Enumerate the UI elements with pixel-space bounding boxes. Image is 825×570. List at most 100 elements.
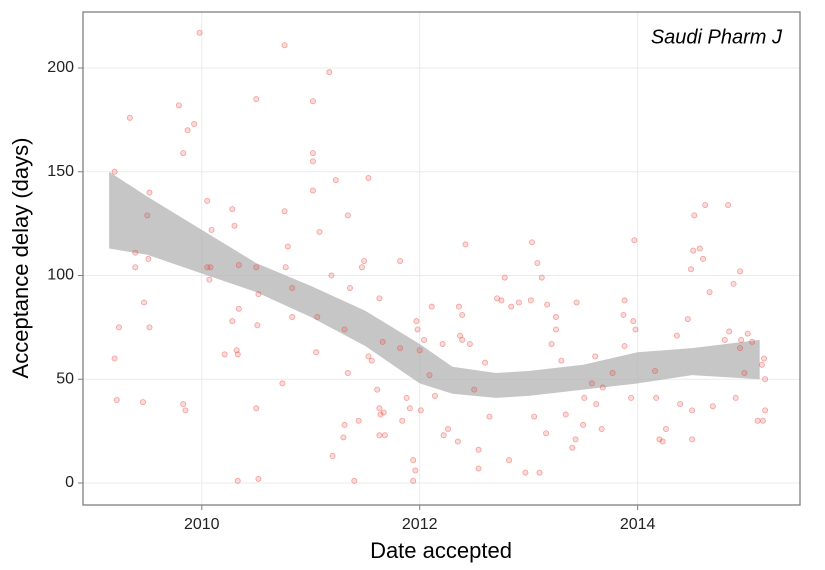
point: [313, 349, 320, 356]
point: [534, 260, 541, 267]
point: [628, 394, 635, 401]
point: [132, 264, 139, 271]
point: [146, 324, 153, 331]
point: [126, 114, 133, 121]
point: [632, 326, 639, 333]
point: [689, 436, 696, 443]
point: [459, 311, 466, 318]
point: [662, 426, 669, 433]
point: [397, 257, 404, 264]
point: [344, 212, 351, 219]
point: [340, 434, 347, 441]
point: [709, 403, 716, 410]
point: [690, 247, 697, 254]
point: [355, 417, 362, 424]
point: [558, 357, 565, 364]
point: [113, 397, 120, 404]
point: [229, 318, 236, 325]
point: [196, 29, 203, 36]
point: [180, 150, 187, 157]
point: [548, 340, 555, 347]
points-layer: [111, 29, 769, 484]
point: [144, 212, 151, 219]
point: [754, 417, 761, 424]
point: [316, 228, 323, 235]
point: [741, 370, 748, 377]
point: [738, 336, 745, 343]
point: [725, 201, 732, 208]
point: [374, 386, 381, 393]
point: [341, 326, 348, 333]
point: [486, 413, 493, 420]
point: [762, 407, 769, 414]
point: [588, 380, 595, 387]
axes: 0 50 100 150 200 2010 2012 2014: [47, 59, 655, 533]
point: [309, 187, 316, 194]
point: [592, 353, 599, 360]
point: [744, 330, 751, 337]
point: [380, 409, 387, 416]
point: [410, 477, 417, 484]
point: [208, 226, 215, 233]
point: [184, 127, 191, 134]
point: [457, 332, 464, 339]
point: [506, 457, 513, 464]
point: [281, 42, 288, 49]
point: [234, 477, 241, 484]
point: [309, 158, 316, 165]
point: [598, 426, 605, 433]
point: [730, 280, 737, 287]
y-tick-label: 0: [65, 474, 74, 491]
x-tick-label: 2010: [184, 516, 220, 533]
point: [255, 291, 262, 298]
point: [413, 318, 420, 325]
point: [552, 326, 559, 333]
point: [235, 262, 242, 269]
point: [471, 386, 478, 393]
point: [358, 264, 365, 271]
point: [235, 305, 242, 312]
x-tick-label: 2012: [402, 516, 438, 533]
point: [758, 361, 765, 368]
point: [531, 413, 538, 420]
point: [656, 436, 663, 443]
point: [737, 268, 744, 275]
point: [562, 411, 569, 418]
point: [326, 69, 333, 76]
y-tick-label: 50: [56, 370, 74, 387]
point: [552, 314, 559, 321]
point: [445, 426, 452, 433]
point: [234, 351, 241, 358]
point: [253, 264, 260, 271]
point: [231, 222, 238, 229]
point: [368, 357, 375, 364]
annotation: Saudi Pharm J: [651, 26, 783, 48]
point: [397, 345, 404, 352]
point: [573, 299, 580, 306]
point: [455, 303, 462, 310]
point: [527, 297, 534, 304]
point: [689, 407, 696, 414]
point: [659, 438, 666, 445]
point: [206, 276, 213, 283]
point: [412, 467, 419, 474]
point: [759, 417, 766, 424]
point: [630, 318, 637, 325]
point: [376, 432, 383, 439]
point: [580, 421, 587, 428]
point: [351, 477, 358, 484]
point: [414, 326, 421, 333]
point: [677, 401, 684, 408]
point: [207, 264, 214, 271]
point: [191, 121, 198, 128]
point: [440, 432, 447, 439]
point: [314, 314, 321, 321]
point: [498, 297, 505, 304]
point: [581, 394, 588, 401]
y-tick-label: 100: [47, 267, 74, 284]
point: [139, 399, 146, 406]
point: [381, 432, 388, 439]
point: [182, 407, 189, 414]
point: [376, 405, 383, 412]
